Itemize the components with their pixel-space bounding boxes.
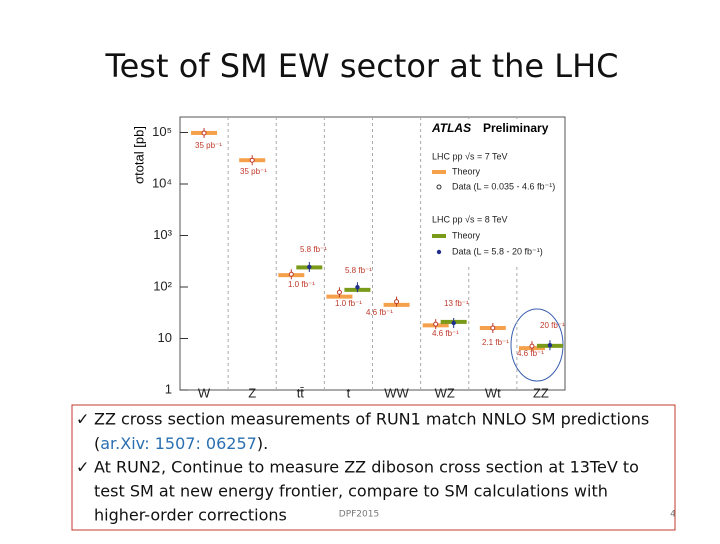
legend-swatch xyxy=(436,249,442,255)
check: ✓ xyxy=(76,458,89,477)
lumi-label: 5.8 fb⁻¹ xyxy=(300,245,327,254)
x-tick-label: t xyxy=(347,385,351,400)
y-axis-label: σtotal [pb] xyxy=(131,126,146,184)
lumi-label: 20 fb⁻¹ xyxy=(540,321,565,330)
data-point xyxy=(394,299,400,305)
data-point xyxy=(307,264,312,270)
legend-group: LHC pp √s = 7 TeV xyxy=(432,151,508,161)
data-point xyxy=(201,130,207,136)
lumi-label: 4.6 fb⁻¹ xyxy=(432,329,459,338)
lumi-label: 1.0 fb⁻¹ xyxy=(335,299,362,308)
x-tick-label: WW xyxy=(384,385,409,400)
bullet-box xyxy=(71,404,676,531)
lumi-label: 4.6 fb⁻¹ xyxy=(517,349,544,358)
data-point xyxy=(288,271,294,277)
bullet-text: ). xyxy=(257,434,268,453)
x-tick-label: WZ xyxy=(435,385,455,400)
legend-label: Data (L = 0.035 - 4.6 fb⁻¹) xyxy=(452,181,555,191)
data-point xyxy=(249,157,255,163)
check: ✓ xyxy=(76,410,89,429)
y-tick-label: 10² xyxy=(153,278,172,293)
data-point xyxy=(547,343,553,348)
legend-label: Theory xyxy=(452,230,481,240)
y-tick-label: 10⁴ xyxy=(152,175,172,190)
y-tick-label: 1 xyxy=(165,381,172,396)
legend-swatch xyxy=(436,184,442,190)
experiment: ATLAS xyxy=(431,121,471,135)
bullet-link: ar.Xiv: 1507: 06257 xyxy=(100,434,257,453)
data-point xyxy=(433,321,439,327)
lumi-label: 1.0 fb⁻¹ xyxy=(288,280,315,289)
bullet-text: higher-order corrections xyxy=(94,506,287,525)
x-tick-label: ZZ xyxy=(533,385,549,400)
x-tick-label: W xyxy=(198,385,211,400)
bullet-text: ( xyxy=(94,434,100,453)
legend-box xyxy=(425,119,563,267)
y-tick-label: 10³ xyxy=(153,227,172,242)
x-tick-label: tt̄ xyxy=(297,385,305,400)
bullet-text: At RUN2, Continue to measure ZZ diboson … xyxy=(94,458,639,477)
lumi-label: 2.1 fb⁻¹ xyxy=(482,338,509,347)
y-tick-label: 10 xyxy=(158,330,172,345)
data-point xyxy=(490,325,496,331)
x-tick-label: Z xyxy=(248,385,256,400)
bullet-text: (ar.Xiv: 1507: 06257). xyxy=(94,434,268,453)
legend-label: Data (L = 5.8 - 20 fb⁻¹) xyxy=(452,246,543,256)
page-number: 4 xyxy=(670,510,676,520)
legend-label: Theory xyxy=(452,166,481,176)
lumi-label: 13 fb⁻¹ xyxy=(444,299,469,308)
data-point xyxy=(529,343,535,349)
data-point xyxy=(451,320,456,326)
bullet-text: ZZ cross section measurements of RUN1 ma… xyxy=(94,410,649,429)
x-tick-label: Wt xyxy=(485,385,501,400)
lumi-label: 35 pb⁻¹ xyxy=(240,167,267,176)
legend-swatch xyxy=(432,170,446,174)
legend-group: LHC pp √s = 8 TeV xyxy=(432,214,508,224)
highlight-circle xyxy=(510,308,564,382)
slide-title: Test of SM EW sector at the LHC xyxy=(105,47,619,85)
lumi-label: 5.8 fb⁻¹ xyxy=(345,266,372,275)
lumi-label: 35 pb⁻¹ xyxy=(195,141,222,150)
y-tick-label: 10⁵ xyxy=(152,124,172,139)
data-point xyxy=(336,289,342,295)
status: Preliminary xyxy=(483,121,549,135)
legend-swatch xyxy=(432,234,446,238)
footer: DPF2015 xyxy=(339,510,379,520)
lumi-label: 4.6 fb⁻¹ xyxy=(366,308,393,317)
data-point xyxy=(355,285,360,290)
bullet-text: test SM at new energy frontier, compare … xyxy=(94,482,608,501)
